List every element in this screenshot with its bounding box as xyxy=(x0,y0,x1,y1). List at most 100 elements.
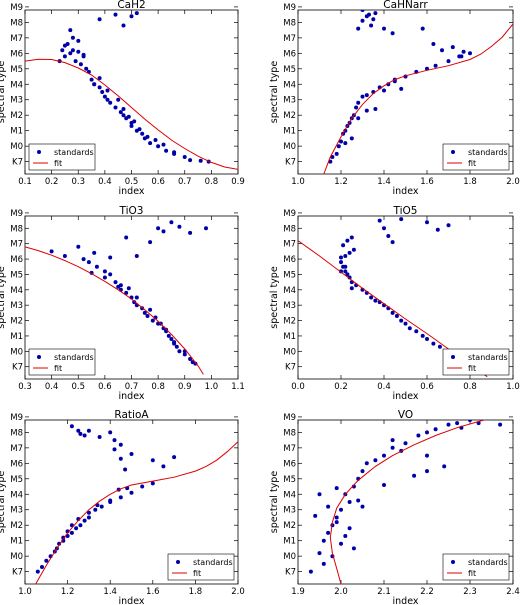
data-point xyxy=(113,280,118,285)
data-point xyxy=(390,438,395,443)
x-tick-label: 0.2 xyxy=(45,177,59,187)
data-point xyxy=(169,337,174,341)
data-point xyxy=(70,35,75,40)
legend-label-fit: fit xyxy=(54,364,62,373)
data-point xyxy=(118,442,123,447)
y-tick-label: M2 xyxy=(283,521,296,531)
data-point xyxy=(118,283,123,288)
y-tick-label: M1 xyxy=(10,332,23,342)
data-point xyxy=(121,23,126,28)
data-point xyxy=(349,235,354,240)
legend: standards fit xyxy=(28,348,96,376)
y-tick-label: M0 xyxy=(283,347,296,357)
data-point xyxy=(76,49,81,54)
data-point xyxy=(105,97,110,102)
data-point xyxy=(118,456,123,461)
data-point xyxy=(172,340,177,345)
data-point xyxy=(347,526,352,531)
data-point xyxy=(62,54,67,59)
data-point xyxy=(86,260,91,265)
data-point xyxy=(57,541,62,546)
data-point xyxy=(440,48,444,53)
chart-title: RatioA xyxy=(114,409,149,421)
data-point xyxy=(40,565,44,569)
legend-marker-standards xyxy=(451,355,455,359)
y-tick-label: M8 xyxy=(10,224,23,234)
y-tick-label: M3 xyxy=(283,506,296,516)
data-point xyxy=(369,23,374,28)
data-point xyxy=(425,220,429,225)
y-tick-label: M1 xyxy=(283,537,296,547)
data-point xyxy=(339,255,343,260)
data-point xyxy=(61,535,66,540)
data-point xyxy=(108,272,113,277)
legend-marker-standards xyxy=(451,560,455,564)
data-point xyxy=(336,144,341,149)
data-point xyxy=(450,45,455,50)
data-point xyxy=(356,100,361,105)
y-tick-label: M5 xyxy=(10,270,23,280)
data-point xyxy=(82,518,87,523)
y-tick-label: M7 xyxy=(283,240,296,250)
x-tick-label: 1.6 xyxy=(420,177,434,187)
legend-box xyxy=(442,553,510,581)
data-point xyxy=(49,249,54,254)
legend-label-standards: standards xyxy=(468,148,508,157)
data-point xyxy=(44,558,49,563)
data-point xyxy=(446,223,451,228)
x-axis-label: index xyxy=(393,186,419,197)
y-tick-label: M0 xyxy=(283,142,296,152)
x-tick-label: 0.6 xyxy=(98,382,112,392)
data-point xyxy=(148,307,153,312)
data-point xyxy=(108,498,113,503)
legend-label-standards: standards xyxy=(54,148,94,157)
data-point xyxy=(150,458,155,463)
data-point xyxy=(461,49,466,54)
fit-line xyxy=(25,246,204,375)
y-axis-label: spectral type xyxy=(0,61,7,124)
x-tick-label: 1.6 xyxy=(146,587,160,597)
legend-box xyxy=(442,143,510,171)
data-point xyxy=(81,257,86,262)
x-tick-label: 1.9 xyxy=(291,587,305,597)
data-point xyxy=(68,28,73,33)
data-point xyxy=(166,333,171,338)
chart-panel-tio5: TiO5 0.0 0.2 0.4 0.6 0.8 1.0 K7 M0 M1 M2 M3 M4 M5 M6 M7… xyxy=(269,205,520,402)
data-point xyxy=(349,136,354,141)
y-axis-label: spectral type xyxy=(269,61,280,124)
data-point xyxy=(97,17,102,22)
data-point xyxy=(349,286,354,291)
x-tick-label: 1.2 xyxy=(61,587,75,597)
data-point xyxy=(69,530,74,535)
data-point xyxy=(182,155,187,159)
data-point xyxy=(188,230,193,235)
data-point xyxy=(431,341,436,346)
y-axis-label: spectral type xyxy=(0,266,7,329)
data-point xyxy=(345,238,350,243)
y-axis-label: spectral type xyxy=(0,471,7,534)
data-point xyxy=(425,453,429,458)
data-point xyxy=(193,361,198,366)
data-point xyxy=(129,452,134,456)
data-point xyxy=(172,455,177,460)
data-point xyxy=(341,243,346,248)
x-tick-label: 2.4 xyxy=(506,587,520,597)
data-point xyxy=(382,26,386,31)
data-point xyxy=(360,504,365,509)
x-tick-label: 1.2 xyxy=(334,177,348,187)
data-point xyxy=(382,483,386,487)
data-point xyxy=(112,447,117,452)
data-point xyxy=(62,254,67,258)
legend: standards fit xyxy=(28,143,96,171)
x-tick-label: 0.9 xyxy=(231,177,245,187)
y-tick-label: M6 xyxy=(283,255,296,265)
x-tick-label: 2.0 xyxy=(506,177,520,187)
data-point xyxy=(105,88,110,93)
data-point xyxy=(356,26,361,31)
y-tick-label: M6 xyxy=(283,459,296,469)
data-point xyxy=(108,430,113,435)
data-point xyxy=(360,469,365,474)
data-point xyxy=(97,76,102,81)
y-tick-label: M9 xyxy=(10,209,23,219)
y-tick-label: M6 xyxy=(10,459,23,469)
